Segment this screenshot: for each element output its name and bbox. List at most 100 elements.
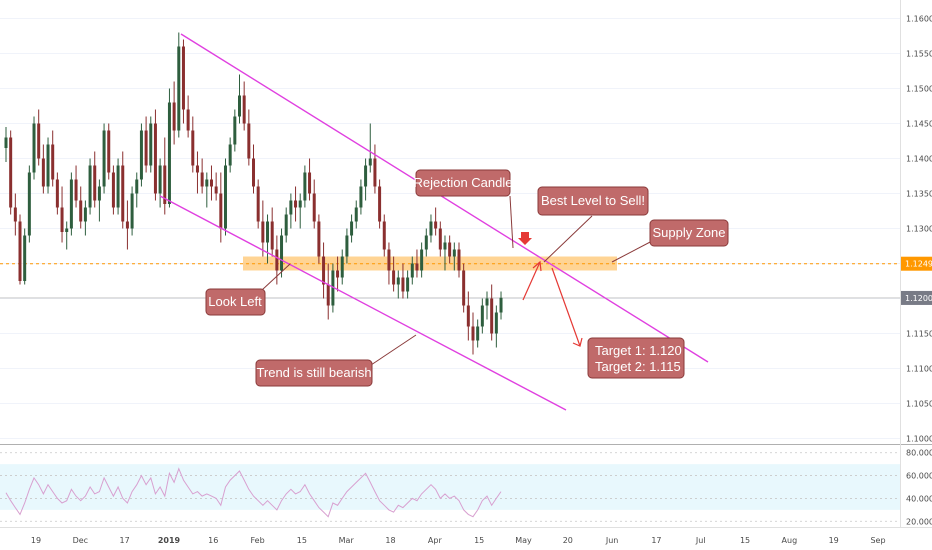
candle-body (392, 270, 396, 285)
candle (303, 165, 307, 208)
channel-upper-line[interactable] (180, 33, 709, 363)
candle-body (368, 158, 372, 166)
candle (149, 116, 153, 173)
candle-body (18, 221, 22, 281)
candle-body (97, 186, 101, 201)
candle (378, 179, 382, 229)
candle (9, 130, 13, 215)
candle (466, 291, 470, 341)
candle (238, 74, 241, 124)
time-tick-label: 17 (651, 536, 661, 545)
candle (270, 207, 274, 257)
candle (448, 235, 452, 264)
candle (373, 144, 377, 194)
candle (32, 116, 36, 180)
supply-zone (243, 256, 617, 271)
callout-supply-zone[interactable]: Supply Zone (649, 219, 729, 247)
price-tick-label: 1.11500 (906, 330, 932, 339)
candle-body (420, 249, 424, 271)
price-axis[interactable]: 1.16000 1.15500 1.15000 1.14500 1.14000 1.135… (906, 15, 932, 444)
candle (284, 207, 288, 243)
time-tick-label: 17 (120, 536, 130, 545)
time-tick-label: Aug (782, 536, 798, 545)
rsi-tick-label: 80.0000 (906, 449, 932, 458)
price-tick-label: 1.10000 (906, 435, 932, 444)
callout-best-level[interactable]: Best Level to Sell! (537, 186, 649, 216)
price-badge-label: 1.12497 (905, 260, 932, 269)
candle-body (116, 165, 120, 208)
candle (312, 179, 316, 229)
rejection-marker-arrow (518, 232, 532, 245)
candle (186, 95, 190, 138)
candle (111, 165, 115, 215)
look-left-connector (261, 263, 291, 291)
rsi-band (0, 464, 900, 510)
candle (74, 165, 78, 208)
candle (214, 172, 218, 201)
candle (289, 193, 293, 229)
time-tick-label: Jul (695, 536, 706, 545)
candle-body (107, 130, 111, 173)
candle-body (317, 221, 321, 257)
candle-body (149, 123, 153, 166)
candle (4, 127, 8, 162)
candle (401, 263, 405, 299)
candle-body (41, 158, 45, 187)
callout-rejection-candle[interactable]: Rejection Candle (413, 169, 513, 197)
candle-body (205, 179, 209, 187)
candle-body (65, 228, 69, 232)
candle (88, 158, 92, 215)
time-axis[interactable]: 19 Dec 17 2019 16 Feb 15 Mar 18 Apr 15 May 20 Jun 17 Ju… (0, 527, 932, 550)
candle-body (139, 130, 143, 180)
candle-body (186, 109, 190, 131)
candle (499, 291, 503, 320)
candle (219, 172, 223, 243)
candle-body (27, 172, 31, 236)
candle (121, 151, 125, 229)
candle-body (163, 165, 167, 204)
candle-body (340, 256, 344, 278)
candle (359, 179, 363, 215)
candle-body (457, 249, 461, 271)
candle (345, 228, 349, 264)
channel-lower-line[interactable] (159, 195, 567, 411)
candle-body (102, 130, 106, 187)
candle (69, 172, 73, 236)
candle (247, 109, 251, 166)
candle-body (494, 312, 498, 334)
arrow-down-head (572, 337, 583, 347)
price-tick-label: 1.11000 (906, 365, 932, 374)
candle-body (270, 221, 274, 250)
candle-body (93, 165, 97, 201)
callout-trend[interactable]: Trend is still bearish (255, 359, 373, 387)
candle (102, 123, 106, 194)
callout-targets[interactable]: Target 1: 1.120 Target 2: 1.115 (587, 337, 685, 379)
candle-body (424, 235, 428, 250)
candle (130, 186, 134, 236)
candle-body (46, 144, 50, 187)
candle-body (69, 179, 73, 229)
candle-body (373, 158, 377, 187)
callout-look-left[interactable]: Look Left (205, 288, 266, 316)
arrow-up-head (532, 260, 542, 272)
price-tick-label: 1.16000 (906, 15, 932, 24)
time-tick-label: 16 (208, 536, 218, 545)
candle-body (280, 235, 284, 271)
candle (55, 172, 59, 215)
candle (317, 214, 321, 264)
candle-body (233, 116, 237, 145)
price-tick-label: 1.15500 (906, 50, 932, 59)
candle-body (247, 123, 251, 159)
candle-body (382, 221, 386, 250)
candle (364, 158, 368, 201)
candle (233, 109, 237, 152)
price-tick-label: 1.13500 (906, 190, 932, 199)
candle (79, 186, 83, 229)
candle-body (476, 326, 480, 341)
rsi-line (5, 467, 502, 518)
main-pane-background (0, 0, 900, 442)
candle (261, 200, 265, 257)
candle (228, 137, 232, 173)
rsi-axis[interactable]: 80.0000 60.0000 40.0000 20.0000 (906, 449, 932, 527)
